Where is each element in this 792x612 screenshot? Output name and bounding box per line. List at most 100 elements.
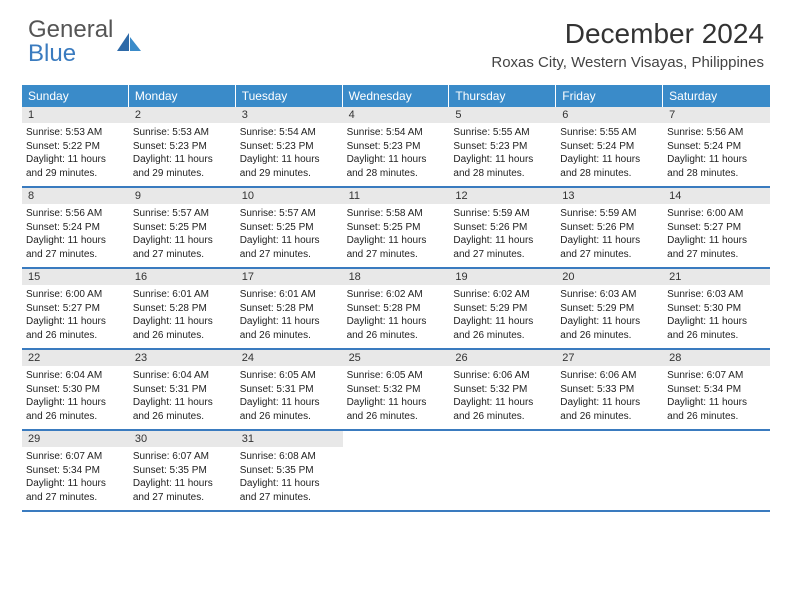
sunset-line: Sunset: 5:27 PM <box>26 302 125 316</box>
day-number: 20 <box>556 269 663 285</box>
weekday-header: Friday <box>556 85 663 107</box>
day-number: 25 <box>343 350 450 366</box>
brand-sail-icon <box>115 31 143 60</box>
location-subtitle: Roxas City, Western Visayas, Philippines <box>491 54 764 71</box>
calendar-cell: 22Sunrise: 6:04 AMSunset: 5:30 PMDayligh… <box>22 350 129 429</box>
sunrise-line: Sunrise: 5:57 AM <box>240 207 339 221</box>
sunrise-line: Sunrise: 5:54 AM <box>240 126 339 140</box>
daylight-line: Daylight: 11 hours and 27 minutes. <box>26 234 125 261</box>
calendar-cell: 26Sunrise: 6:06 AMSunset: 5:32 PMDayligh… <box>449 350 556 429</box>
sunrise-line: Sunrise: 5:53 AM <box>133 126 232 140</box>
sunrise-line: Sunrise: 6:01 AM <box>240 288 339 302</box>
sunset-line: Sunset: 5:30 PM <box>667 302 766 316</box>
daylight-line: Daylight: 11 hours and 26 minutes. <box>667 315 766 342</box>
sunset-line: Sunset: 5:35 PM <box>133 464 232 478</box>
sunrise-line: Sunrise: 6:08 AM <box>240 450 339 464</box>
sunset-line: Sunset: 5:26 PM <box>560 221 659 235</box>
day-number: 31 <box>236 431 343 447</box>
weekday-header: Sunday <box>22 85 129 107</box>
day-number: 12 <box>449 188 556 204</box>
daylight-line: Daylight: 11 hours and 29 minutes. <box>240 153 339 180</box>
calendar-cell: 27Sunrise: 6:06 AMSunset: 5:33 PMDayligh… <box>556 350 663 429</box>
sunrise-line: Sunrise: 6:00 AM <box>667 207 766 221</box>
sunrise-line: Sunrise: 6:07 AM <box>26 450 125 464</box>
calendar-cell: 20Sunrise: 6:03 AMSunset: 5:29 PMDayligh… <box>556 269 663 348</box>
calendar-cell: 18Sunrise: 6:02 AMSunset: 5:28 PMDayligh… <box>343 269 450 348</box>
calendar-cell: 10Sunrise: 5:57 AMSunset: 5:25 PMDayligh… <box>236 188 343 267</box>
brand-logo: General Blue <box>28 18 143 66</box>
day-number: 8 <box>22 188 129 204</box>
sunrise-line: Sunrise: 6:04 AM <box>133 369 232 383</box>
daylight-line: Daylight: 11 hours and 27 minutes. <box>133 477 232 504</box>
brand-line2: Blue <box>28 42 113 66</box>
sunset-line: Sunset: 5:31 PM <box>133 383 232 397</box>
daylight-line: Daylight: 11 hours and 27 minutes. <box>347 234 446 261</box>
daylight-line: Daylight: 11 hours and 28 minutes. <box>347 153 446 180</box>
calendar-cell <box>449 431 556 510</box>
daylight-line: Daylight: 11 hours and 28 minutes. <box>560 153 659 180</box>
calendar-cell: 3 Sunrise: 5:54 AMSunset: 5:23 PMDaylight… <box>236 107 343 186</box>
sunrise-line: Sunrise: 6:06 AM <box>453 369 552 383</box>
sunrise-line: Sunrise: 5:59 AM <box>453 207 552 221</box>
page-title: December 2024 <box>491 18 764 50</box>
day-number: 11 <box>343 188 450 204</box>
daylight-line: Daylight: 11 hours and 28 minutes. <box>667 153 766 180</box>
calendar-cell: 6Sunrise: 5:55 AMSunset: 5:24 PMDaylight… <box>556 107 663 186</box>
header: General Blue December 2024 Roxas City, W… <box>0 0 792 77</box>
weekday-header: Thursday <box>449 85 556 107</box>
calendar-cell: 30 Sunrise: 6:07 AMSunset: 5:35 PMDayligh… <box>129 431 236 510</box>
daylight-line: Daylight: 11 hours and 27 minutes. <box>240 477 339 504</box>
sunset-line: Sunset: 5:28 PM <box>240 302 339 316</box>
day-number: 9 <box>129 188 236 204</box>
day-number: 16 <box>129 269 236 285</box>
day-number: 24 <box>236 350 343 366</box>
day-number: 15 <box>22 269 129 285</box>
daylight-line: Daylight: 11 hours and 26 minutes. <box>667 396 766 423</box>
daylight-line: Daylight: 11 hours and 27 minutes. <box>133 234 232 261</box>
sunrise-line: Sunrise: 5:56 AM <box>667 126 766 140</box>
sunrise-line: Sunrise: 6:00 AM <box>26 288 125 302</box>
sunset-line: Sunset: 5:34 PM <box>667 383 766 397</box>
daylight-line: Daylight: 11 hours and 26 minutes. <box>133 315 232 342</box>
sunset-line: Sunset: 5:24 PM <box>560 140 659 154</box>
day-number: 5 <box>449 107 556 123</box>
day-number: 28 <box>663 350 770 366</box>
day-number: 23 <box>129 350 236 366</box>
calendar-cell: 2Sunrise: 5:53 AMSunset: 5:23 PMDaylight… <box>129 107 236 186</box>
daylight-line: Daylight: 11 hours and 27 minutes. <box>453 234 552 261</box>
sunset-line: Sunset: 5:25 PM <box>347 221 446 235</box>
sunset-line: Sunset: 5:26 PM <box>453 221 552 235</box>
calendar-cell: 5Sunrise: 5:55 AMSunset: 5:23 PMDaylight… <box>449 107 556 186</box>
calendar-cell: 7Sunrise: 5:56 AMSunset: 5:24 PMDaylight… <box>663 107 770 186</box>
sunrise-line: Sunrise: 5:55 AM <box>560 126 659 140</box>
weekday-header: Monday <box>129 85 236 107</box>
day-number: 7 <box>663 107 770 123</box>
daylight-line: Daylight: 11 hours and 26 minutes. <box>453 315 552 342</box>
calendar-cell: 25Sunrise: 6:05 AMSunset: 5:32 PMDayligh… <box>343 350 450 429</box>
calendar-cell: 23Sunrise: 6:04 AMSunset: 5:31 PMDayligh… <box>129 350 236 429</box>
brand-line1: General <box>28 18 113 42</box>
sunset-line: Sunset: 5:28 PM <box>133 302 232 316</box>
sunrise-line: Sunrise: 6:03 AM <box>560 288 659 302</box>
calendar-week: 15 Sunrise: 6:00 AMSunset: 5:27 PM Dayligh… <box>22 269 770 350</box>
daylight-line: Daylight: 11 hours and 26 minutes. <box>453 396 552 423</box>
sunset-line: Sunset: 5:25 PM <box>240 221 339 235</box>
daylight-line: Daylight: 11 hours and 27 minutes. <box>560 234 659 261</box>
day-number: 1 <box>22 107 129 123</box>
day-number: 30 <box>129 431 236 447</box>
daylight-line: Daylight: 11 hours and 27 minutes. <box>26 477 125 504</box>
daylight-line: Daylight: 11 hours and 26 minutes. <box>560 396 659 423</box>
sunrise-line: Sunrise: 6:01 AM <box>133 288 232 302</box>
day-number: 18 <box>343 269 450 285</box>
sunrise-line: Sunrise: 5:58 AM <box>347 207 446 221</box>
day-number: 3 <box>236 107 343 123</box>
sunset-line: Sunset: 5:34 PM <box>26 464 125 478</box>
daylight-line: Daylight: 11 hours and 26 minutes. <box>560 315 659 342</box>
calendar-cell: 4Sunrise: 5:54 AMSunset: 5:23 PMDaylight… <box>343 107 450 186</box>
calendar-cell: 19Sunrise: 6:02 AMSunset: 5:29 PMDayligh… <box>449 269 556 348</box>
calendar-cell: 12 Sunrise: 5:59 AMSunset: 5:26 PMDayligh… <box>449 188 556 267</box>
sunrise-line: Sunrise: 5:56 AM <box>26 207 125 221</box>
sunset-line: Sunset: 5:23 PM <box>240 140 339 154</box>
sunrise-line: Sunrise: 6:07 AM <box>133 450 232 464</box>
calendar-cell: 24Sunrise: 6:05 AMSunset: 5:31 PMDayligh… <box>236 350 343 429</box>
